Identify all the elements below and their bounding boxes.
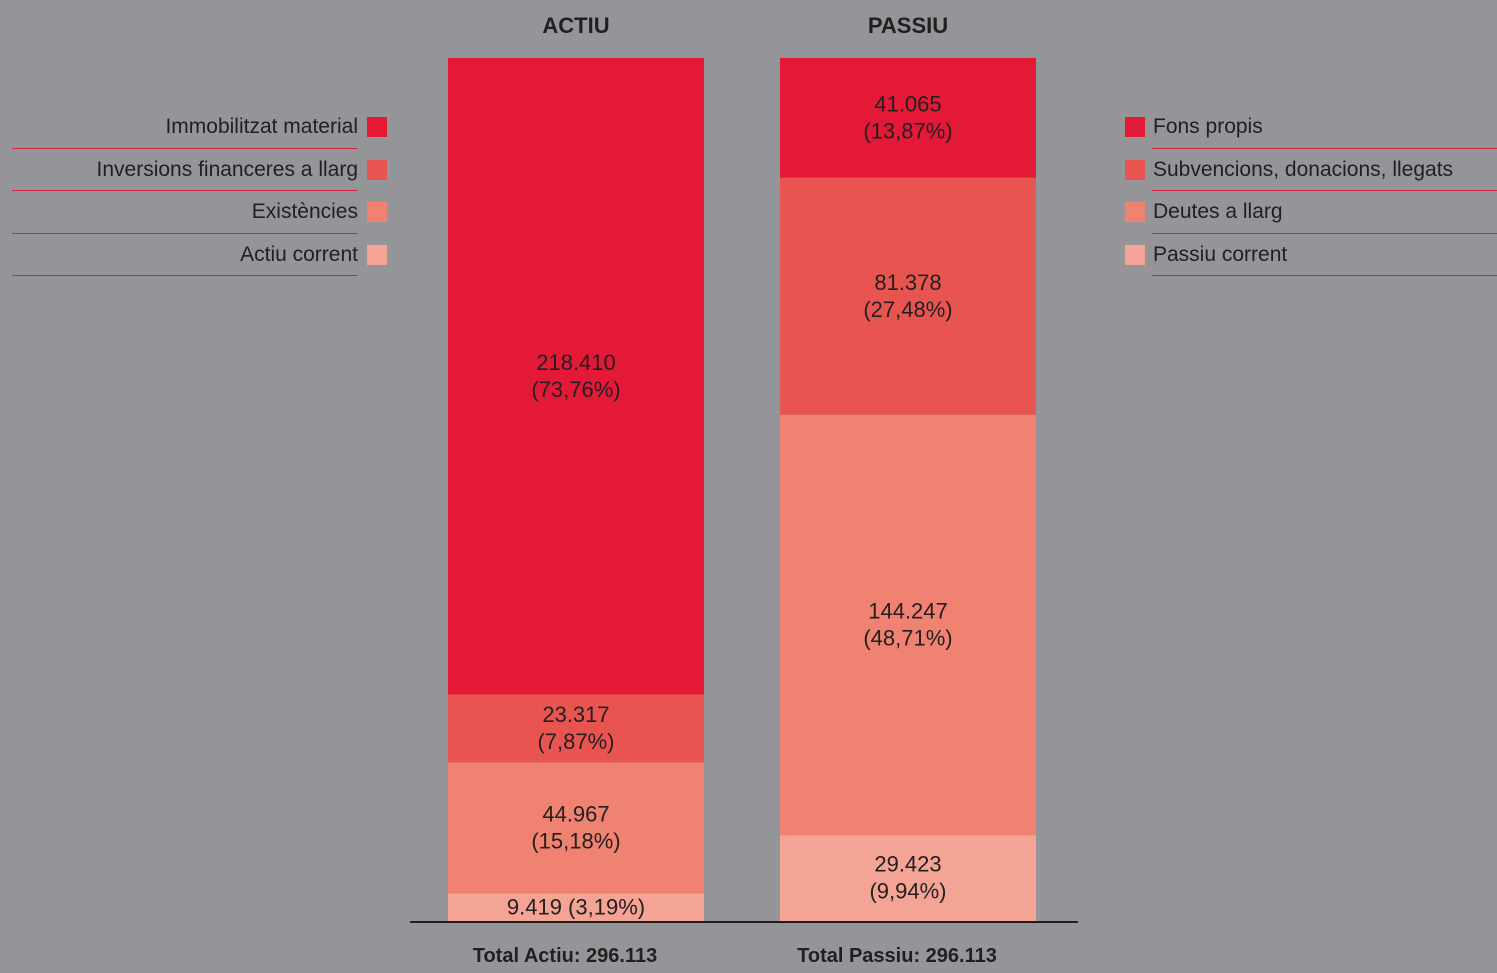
bar-segment-subvencions-donacions-llegats <box>780 177 1036 415</box>
segment-label-subvencions-donacions-llegats: (27,48%) <box>863 297 952 322</box>
bar-segment-inversions-financeres-a-llarg <box>448 694 704 763</box>
legend-divider <box>1152 232 1497 234</box>
bar-segment-actiu-corrent <box>448 893 704 921</box>
segment-label-deutes-a-llarg: 144.247 <box>868 599 948 624</box>
segment-label-deutes-a-llarg: (48,71%) <box>863 626 952 651</box>
segment-label-actiu-corrent: 9.419 (3,19%) <box>507 894 645 919</box>
legend-passiu: Fons propis Subvencions, donacions, lleg… <box>1125 106 1497 276</box>
column-title-actiu: ACTIU <box>542 13 609 38</box>
legend-item-inversions-financeres: Inversions financeres a llarg <box>12 149 387 191</box>
legend-label: Inversions financeres a llarg <box>96 157 358 181</box>
bar-segment-fons-propis <box>780 58 1036 178</box>
legend-divider <box>12 190 358 191</box>
bar-segment-deutes-a-llarg <box>780 414 1036 836</box>
legend-actiu: Immobilitzat material Inversions finance… <box>12 106 387 276</box>
segment-label-existencies: (15,18%) <box>531 829 620 854</box>
column-title-passiu: PASSIU <box>868 13 948 38</box>
legend-divider <box>1152 275 1497 276</box>
segment-label-immobilitzat-material: (73,76%) <box>531 377 620 402</box>
segment-label-passiu-corrent: 29.423 <box>874 852 941 877</box>
legend-label: Subvencions, donacions, llegats <box>1153 157 1454 181</box>
segment-label-passiu-corrent: (9,94%) <box>869 879 946 904</box>
segment-label-subvencions-donacions-llegats: 81.378 <box>874 270 941 295</box>
legend-swatch <box>1125 244 1145 265</box>
segment-label-immobilitzat-material: 218.410 <box>536 350 616 375</box>
legend-divider <box>12 275 358 276</box>
legend-item-existencies: Existències <box>12 191 387 234</box>
legend-item-immobilitzat-material: Immobilitzat material <box>12 106 387 149</box>
segment-label-existencies: 44.967 <box>542 802 609 827</box>
bar-segment-existencies <box>448 762 704 894</box>
legend-label: Actiu corrent <box>240 242 358 266</box>
legend-divider <box>12 147 358 149</box>
segment-label-inversions-financeres-a-llarg: 23.317 <box>542 702 609 727</box>
legend-divider <box>1152 147 1497 149</box>
legend-divider <box>12 232 358 234</box>
segment-label-fons-propis: (13,87%) <box>863 118 952 143</box>
segment-label-inversions-financeres-a-llarg: (7,87%) <box>537 729 614 754</box>
segment-label-fons-propis: 41.065 <box>874 91 941 116</box>
legend-item-subvencions: Subvencions, donacions, llegats <box>1125 149 1497 191</box>
legend-divider <box>1152 190 1497 191</box>
legend-item-deutes-a-llarg: Deutes a llarg <box>1125 191 1497 234</box>
legend-item-actiu-corrent: Actiu corrent <box>12 234 387 276</box>
legend-swatch <box>1125 117 1145 138</box>
legend-label: Existències <box>251 200 358 224</box>
bar-segment-immobilitzat-material <box>448 58 704 695</box>
legend-swatch <box>367 159 387 180</box>
legend-label: Deutes a llarg <box>1153 200 1283 224</box>
legend-swatch <box>367 117 387 138</box>
legend-label: Fons propis <box>1153 115 1263 139</box>
legend-item-fons-propis: Fons propis <box>1125 106 1497 149</box>
legend-item-passiu-corrent: Passiu corrent <box>1125 234 1497 276</box>
legend-swatch <box>1125 202 1145 223</box>
total-label-passiu: Total Passiu: 296.113 <box>797 945 997 967</box>
legend-swatch <box>367 202 387 223</box>
legend-swatch <box>1125 159 1145 180</box>
legend-label: Immobilitzat material <box>165 115 358 139</box>
legend-label: Passiu corrent <box>1153 242 1288 266</box>
total-label-actiu: Total Actiu: 296.113 <box>473 945 658 967</box>
legend-swatch <box>367 244 387 265</box>
bar-segment-passiu-corrent <box>780 835 1036 921</box>
